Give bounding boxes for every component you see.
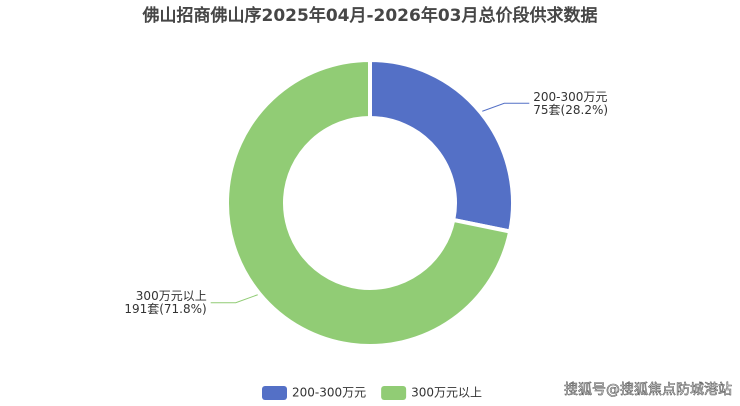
data-label: 191套(71.8%): [124, 302, 206, 316]
legend-label: 300万元以上: [411, 386, 482, 400]
data-label: 75套(28.2%): [533, 103, 608, 117]
legend-swatch: [262, 386, 287, 400]
chart-title: 佛山招商佛山序2025年04月-2026年03月总价段供求数据: [142, 5, 598, 26]
data-label-name: 300万元以上: [136, 289, 207, 303]
leader-line: [482, 102, 530, 112]
legend-label: 200-300万元: [292, 386, 366, 400]
legend-swatch: [381, 386, 407, 400]
leader-line: [210, 294, 258, 304]
slice: [225, 58, 513, 348]
slice: [368, 58, 515, 234]
watermark: 搜狐号@搜狐焦点防城港站: [564, 382, 732, 398]
data-label-name: 200-300万元: [533, 90, 607, 104]
